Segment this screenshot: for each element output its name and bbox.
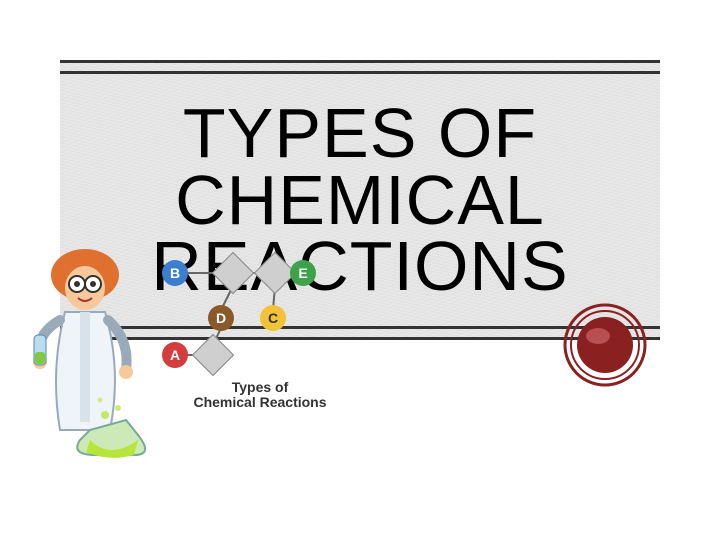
diagram-node-c: C (260, 305, 286, 331)
diagram-node-d: D (208, 305, 234, 331)
scientist-illustration (30, 240, 150, 460)
diagram-node-e: E (290, 260, 316, 286)
diagram-node-b: B (162, 260, 188, 286)
reactions-diagram: B E D C A Types of Chemical Reactions (150, 250, 370, 420)
decorative-ring-icon (560, 300, 650, 390)
diagram-caption: Types of Chemical Reactions (150, 380, 370, 411)
diagram-node-a: A (162, 342, 188, 368)
